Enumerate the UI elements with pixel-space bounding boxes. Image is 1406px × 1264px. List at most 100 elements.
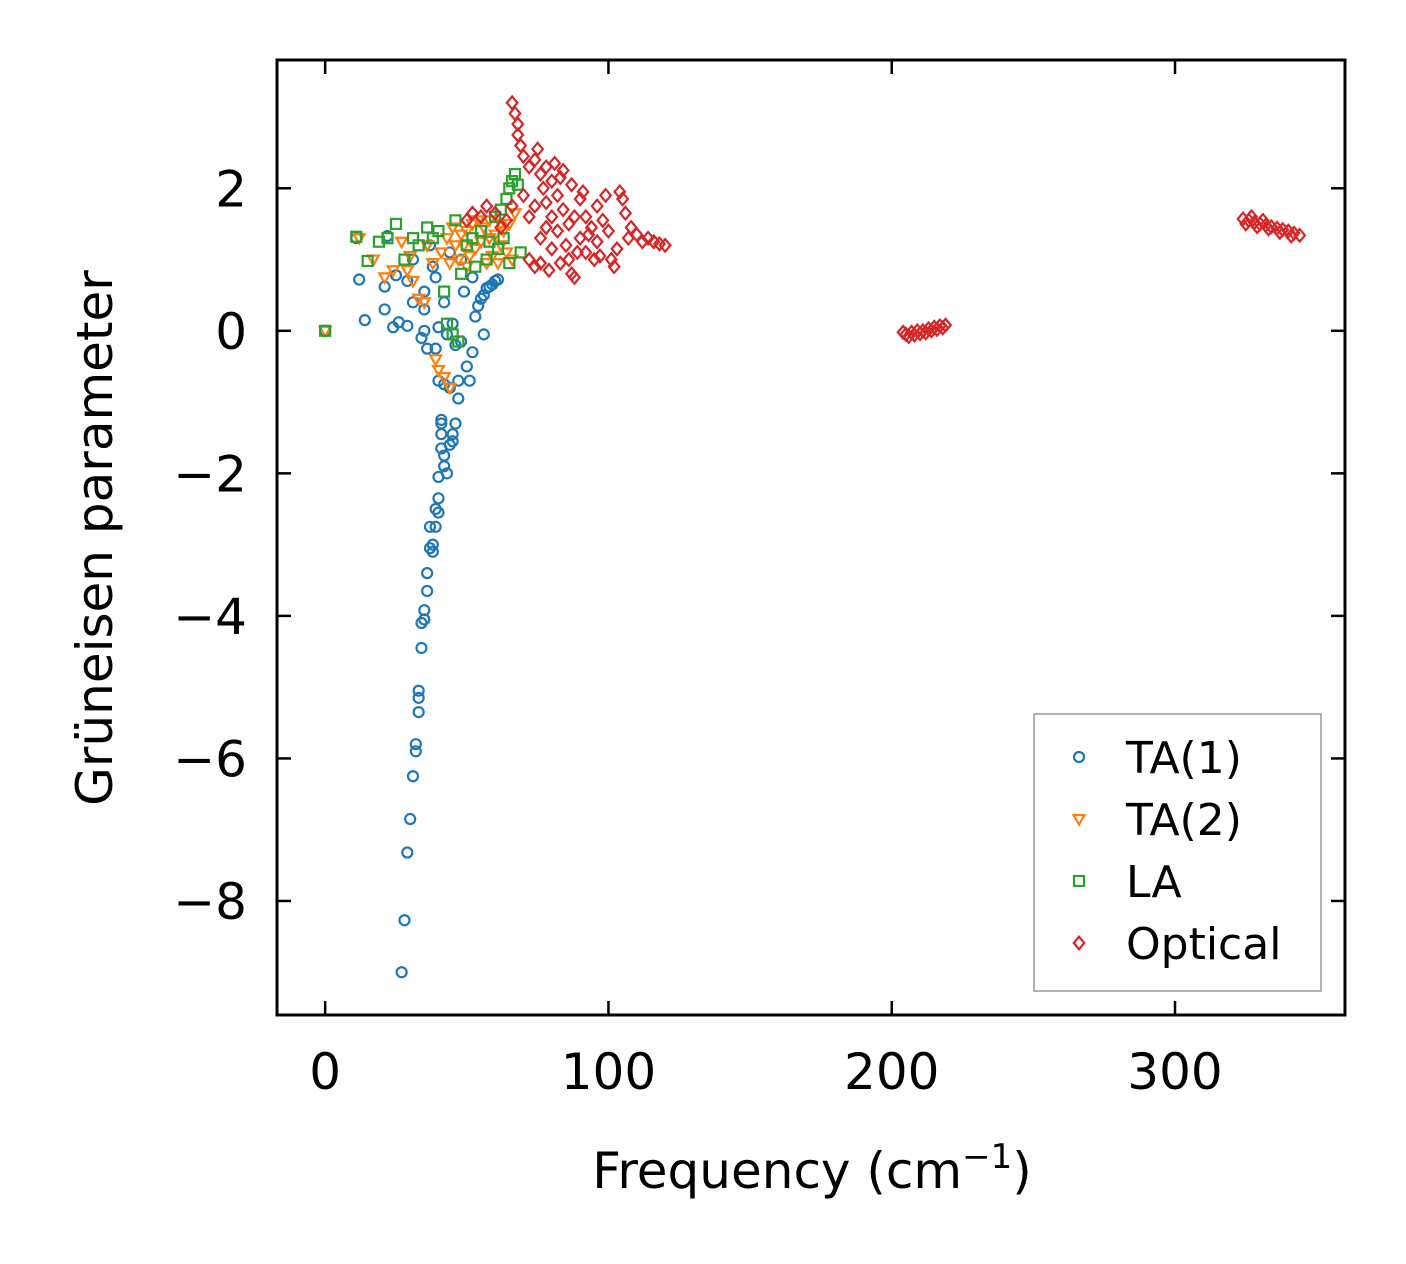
data-point [421, 221, 434, 234]
data-point [423, 520, 437, 533]
data-point [516, 148, 531, 165]
data-point [401, 846, 414, 859]
x-tick-label: 100 [561, 1043, 656, 1101]
data-point [550, 187, 565, 204]
data-point [452, 392, 465, 405]
data-point [442, 382, 458, 396]
data-point [499, 212, 514, 229]
data-point [528, 151, 542, 168]
x-axis-label-suffix: ) [1012, 1142, 1032, 1200]
data-point [438, 285, 451, 298]
data-point [553, 169, 567, 186]
data-point [477, 289, 490, 302]
data-point [425, 258, 441, 271]
y-tick-label: −8 [173, 873, 247, 931]
data-point [463, 374, 476, 387]
data-point [389, 217, 403, 231]
data-point [522, 208, 536, 225]
data-point [465, 205, 480, 222]
data-point [405, 275, 421, 289]
data-point [460, 360, 473, 373]
data-point [409, 738, 422, 751]
x-axis-label-main: Frequency (cm [592, 1142, 962, 1200]
data-point [505, 198, 519, 215]
data-point [570, 244, 584, 261]
data-point [924, 322, 939, 339]
data-point [496, 225, 512, 239]
data-point [319, 324, 332, 337]
data-point [472, 299, 485, 312]
series-la [319, 167, 527, 348]
data-point [426, 538, 439, 551]
data-point [469, 310, 482, 323]
data-point [406, 770, 420, 783]
data-point [641, 230, 655, 247]
data-point [433, 247, 449, 261]
data-point [415, 331, 428, 345]
x-axis-label-superscript: −1 [962, 1137, 1012, 1177]
data-point [479, 198, 494, 215]
legend-item: TA(1) [1072, 733, 1242, 784]
data-point [584, 219, 599, 236]
data-point [450, 254, 466, 268]
data-point [372, 235, 386, 248]
plot-frame [275, 58, 1347, 1017]
data-point [394, 236, 410, 250]
legend-label: TA(2) [1125, 795, 1242, 846]
data-point [516, 187, 531, 204]
data-point [490, 258, 506, 271]
data-point [418, 604, 431, 617]
x-tick-label: 300 [1127, 1043, 1222, 1101]
data-point [457, 285, 471, 298]
data-point [426, 545, 439, 558]
data-point [412, 239, 425, 252]
data-point [438, 296, 451, 309]
data-point [415, 641, 428, 655]
data-point [1261, 220, 1276, 237]
series-optical [460, 94, 1307, 345]
data-point [539, 194, 553, 211]
data-point [470, 215, 486, 229]
data-point [1292, 227, 1307, 244]
data-point [576, 183, 590, 200]
data-point [440, 467, 454, 480]
data-point [453, 229, 469, 243]
y-tick-label: −6 [173, 730, 247, 788]
data-point [587, 251, 601, 268]
data-point [1284, 228, 1298, 244]
data-point [432, 492, 445, 505]
data-point [350, 230, 363, 243]
legend-marker [1072, 750, 1086, 764]
data-point [553, 255, 567, 272]
data-point [381, 232, 394, 245]
data-point [446, 428, 459, 441]
data-point [579, 244, 593, 261]
data-point [466, 346, 479, 359]
x-axis-label: Frequency (cm−1) [592, 1137, 1032, 1200]
data-point [556, 162, 570, 179]
data-point [483, 235, 496, 248]
legend-marker [1071, 813, 1087, 827]
data-point [404, 812, 417, 826]
data-point [590, 233, 604, 250]
data-point [936, 320, 950, 336]
data-point [449, 417, 462, 430]
data-point [426, 260, 439, 273]
data-point [528, 258, 542, 275]
data-point [1273, 224, 1287, 241]
data-point [559, 237, 573, 254]
axes: 0 100 200 300 −8 −6 −4 −2 0 2 [173, 58, 1347, 1101]
data-point [401, 319, 414, 332]
data-point [402, 250, 418, 264]
y-axis-label: Grüneisen parameter [66, 270, 124, 806]
data-point [385, 265, 401, 278]
data-point [439, 233, 455, 246]
data-point [436, 372, 452, 385]
data-point [480, 253, 493, 266]
legend-item: TA(2) [1071, 795, 1242, 846]
data-point [435, 417, 448, 430]
data-point [466, 271, 479, 284]
data-point [590, 198, 604, 215]
data-point [412, 691, 425, 704]
data-point [418, 303, 431, 316]
